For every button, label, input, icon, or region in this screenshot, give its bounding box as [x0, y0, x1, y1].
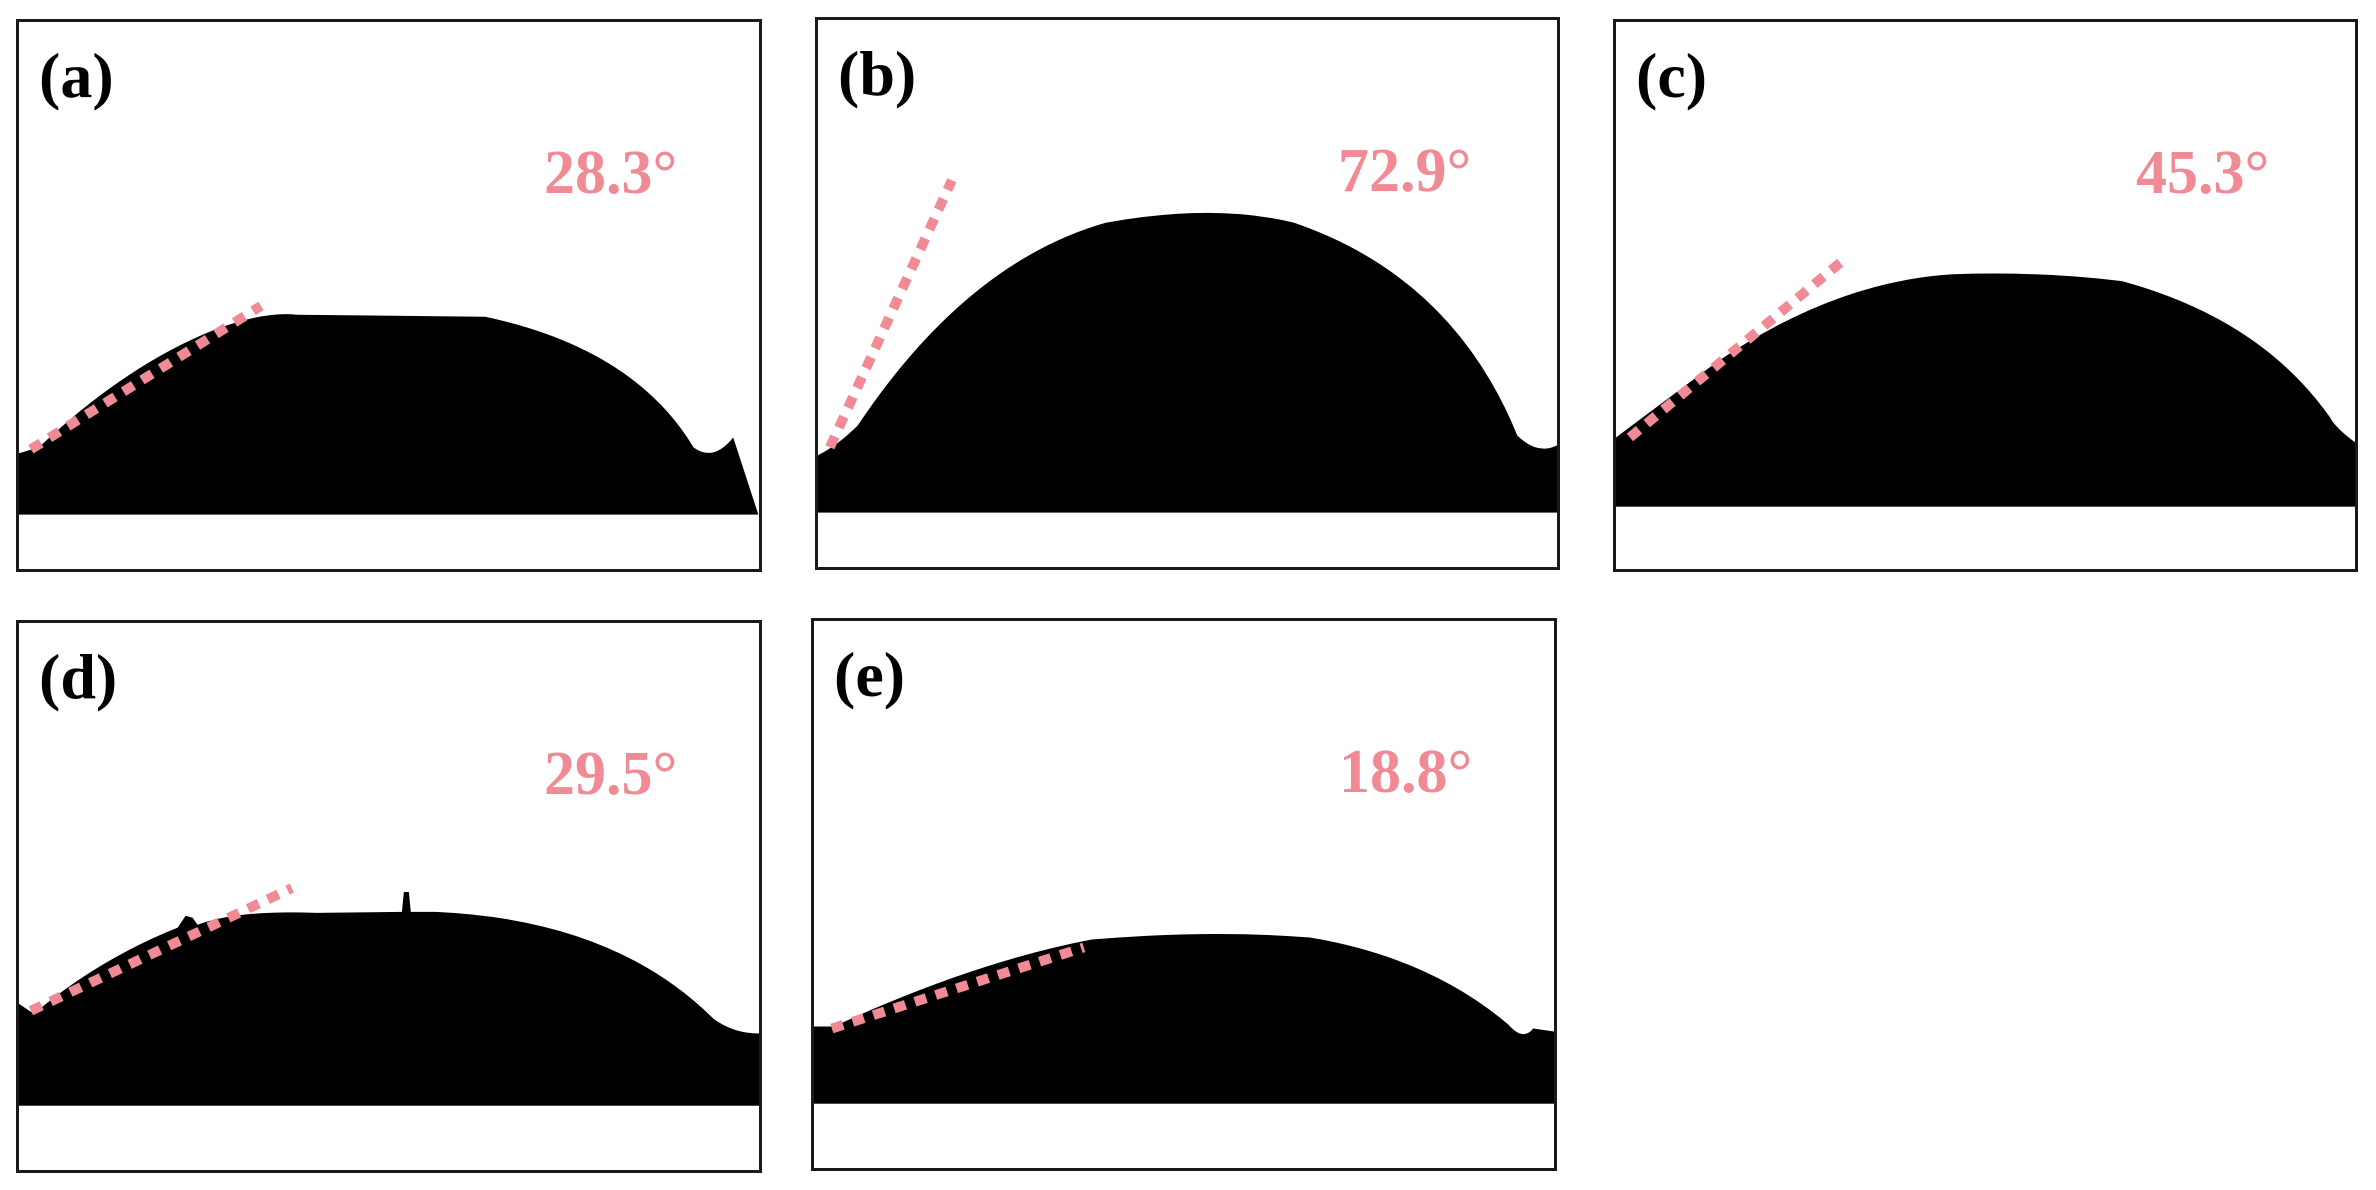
droplet-panel-d: (d) 29.5° [16, 620, 762, 1173]
droplet-panel-b: (b) 72.9° [815, 17, 1560, 570]
contact-angle-d: 29.5° [544, 740, 678, 808]
panel-label-a: (a) [39, 40, 114, 111]
droplet-image-b [818, 178, 1557, 567]
droplet-panel-e: (e) 18.8° [811, 618, 1557, 1171]
substrate-d [19, 1105, 759, 1170]
droplet-image-c [1616, 255, 2355, 569]
tangent-line-d [28, 883, 294, 1016]
contact-angle-c: 45.3° [2136, 139, 2270, 207]
droplet-image-a [19, 301, 759, 569]
substrate-a [19, 514, 759, 569]
droplet-image-e [814, 934, 1554, 1168]
tangent-line-c [1626, 255, 1848, 442]
droplet-silhouette-b [818, 212, 1557, 563]
substrate-e [814, 1103, 1554, 1168]
contact-angle-a: 28.3° [544, 139, 678, 207]
contact-angle-e: 18.8° [1339, 738, 1473, 806]
droplet-silhouette-a [19, 314, 759, 565]
panel-label-d: (d) [39, 641, 118, 712]
contact-angle-b: 72.9° [1338, 137, 1472, 205]
droplet-image-d [19, 883, 759, 1170]
substrate-b [818, 512, 1557, 567]
panel-label-c: (c) [1636, 40, 1708, 111]
droplet-panel-c: (c) 45.3° [1613, 19, 2358, 572]
panel-label-b: (b) [838, 38, 917, 109]
panel-label-e: (e) [834, 639, 906, 710]
substrate-c [1616, 506, 2355, 569]
droplet-silhouette-c [1616, 273, 2355, 565]
droplet-silhouette-d [19, 892, 759, 1166]
droplet-panel-a: (a) 28.3° [16, 19, 762, 572]
tangent-line-a [28, 301, 264, 454]
tangent-line-b [825, 178, 957, 450]
tangent-line-e [830, 942, 1086, 1034]
